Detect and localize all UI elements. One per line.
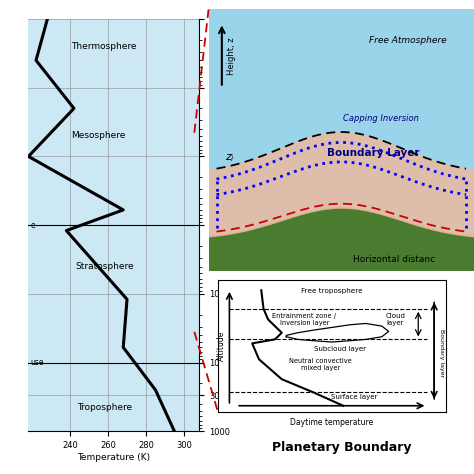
X-axis label: Temperature (K): Temperature (K) <box>77 453 150 462</box>
Text: Troposphere: Troposphere <box>77 403 132 412</box>
Text: e: e <box>30 221 35 229</box>
Text: Boundary Layer: Boundary Layer <box>327 148 419 158</box>
Text: Thermosphere: Thermosphere <box>72 42 137 51</box>
Text: Cloud
layer: Cloud layer <box>385 313 405 326</box>
Text: Planetary Boundary: Planetary Boundary <box>272 441 411 455</box>
Text: Height, z: Height, z <box>227 37 236 75</box>
Text: Stratosphere: Stratosphere <box>75 262 134 271</box>
Text: Subcloud layer: Subcloud layer <box>314 346 366 352</box>
Text: Capping Inversion: Capping Inversion <box>343 115 419 123</box>
Text: Boundary layer: Boundary layer <box>439 328 444 377</box>
Text: Daytime temperature: Daytime temperature <box>290 419 374 428</box>
Text: Mesosphere: Mesosphere <box>72 131 126 140</box>
Text: Altitude: Altitude <box>217 331 226 361</box>
Text: Entrainment zone /
Inversion layer: Entrainment zone / Inversion layer <box>273 313 337 327</box>
Text: use: use <box>30 358 44 367</box>
Text: Surface layer: Surface layer <box>331 394 378 400</box>
Y-axis label: Pressure (hPa): Pressure (hPa) <box>237 193 246 257</box>
Text: Free troposphere: Free troposphere <box>301 288 363 294</box>
Text: $z_i$: $z_i$ <box>225 152 235 164</box>
Text: Neutral convective
mixed layer: Neutral convective mixed layer <box>289 358 352 371</box>
Text: Free Atmosphere: Free Atmosphere <box>369 36 447 45</box>
Text: Horizontal distanc: Horizontal distanc <box>353 255 436 264</box>
